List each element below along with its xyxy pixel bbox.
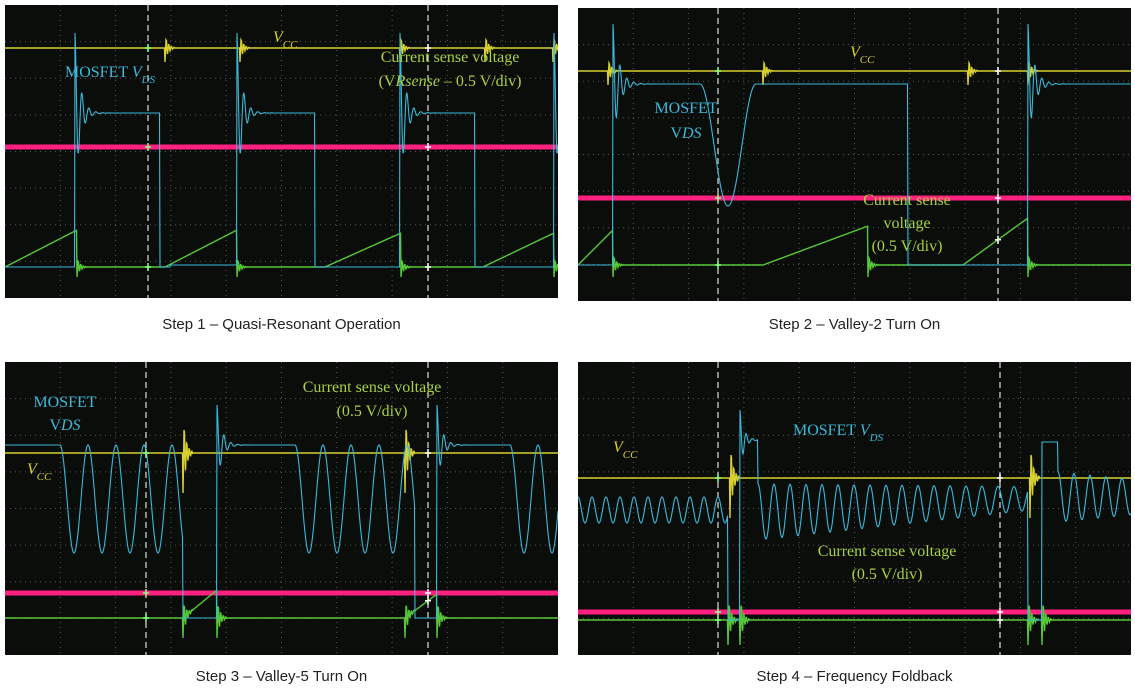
label-part: CC [283,39,298,51]
cursor-marker [425,597,431,605]
trace-label: (0.5 V/div) [872,238,943,255]
trace-label: (VRsense – 0.5 V/div) [379,73,522,90]
trace-label: VCC [850,44,875,66]
trace-label: (0.5 V/div) [337,403,408,420]
cursor-marker [143,614,149,622]
cursor-marker [997,608,1003,616]
cursor-marker [715,616,721,624]
cursor-marker [995,67,1001,75]
panel-caption: Step 4 – Frequency Foldback [578,668,1131,685]
label-part: Current sense voltage [818,543,957,560]
page: {"panels": [ {"caption": "Step 1 – Quasi… [0,0,1135,692]
label-part: MOSFET [793,422,860,439]
label-part: Current sense voltage [381,49,520,66]
trace-label: voltage [883,215,930,232]
label-part: MOSFET [654,100,717,117]
cursor-marker [715,474,721,482]
trace-label: Current sense voltage [303,379,442,396]
cursor-marker [995,236,1001,244]
vds-trace [5,405,558,618]
vds-trace [578,410,1131,620]
label-part: V [670,125,682,142]
cursor-marker [143,589,149,597]
cursor-marker [425,263,431,271]
cursor-marker [145,263,151,271]
label-part: voltage [883,215,930,232]
cursor-marker [425,143,431,151]
label-part: DS [869,432,884,444]
label-part: CC [37,471,52,483]
panel-caption: Step 3 – Valley-5 Turn On [5,668,558,685]
cursor-marker [145,143,151,151]
trace-label: Current sense [863,192,951,209]
label-part: (0.5 V/div) [337,403,408,420]
trace-label: MOSFET VDS [793,422,884,444]
vcc-trace [5,430,558,493]
trace-label: VDS [670,125,701,142]
cursor-marker [143,449,149,457]
label-part: – 0.5 V/div) [440,73,521,90]
cursor-marker [145,44,151,52]
label-part: DS [60,417,81,434]
label-part: (0.5 V/div) [852,566,923,583]
label-part: CC [860,54,875,66]
scope-screen: VCC MOSFET VDS Current sense voltage (0.5 V… [578,362,1131,655]
trace-label: Current sense voltage [381,49,520,66]
label-part: V [49,417,61,434]
cursor-marker [997,616,1003,624]
trace-label: VCC [27,461,52,483]
label-part: Current sense voltage [303,379,442,396]
cursor-marker [715,67,721,75]
trace-label: Current sense voltage [818,543,957,560]
cursor-marker [715,261,721,269]
cursor-marker [425,449,431,457]
label-part: DS [141,74,156,86]
scope-panel: VCC MOSFET VDS Current sense voltage (0.5 V… [578,362,1131,655]
label-part: MOSFET [65,64,132,81]
label-part: Current sense [863,192,951,209]
cursor-marker [715,194,721,202]
panel-caption: Step 2 – Valley-2 Turn On [578,316,1131,333]
trace-label: MOSFET VDS [65,64,156,86]
trace-label: MOSFET [654,100,717,117]
label-part: (0.5 V/div) [872,238,943,255]
cursor-marker [715,608,721,616]
trace-label: VDS [49,417,80,434]
label-part: Rsense [394,73,439,90]
label-part: MOSFET [33,394,96,411]
trace-label: (0.5 V/div) [852,566,923,583]
panel-caption: Step 1 – Quasi-Resonant Operation [5,316,558,333]
label-part: DS [681,125,702,142]
cursor-marker [995,194,1001,202]
label-part: (V [379,73,396,90]
trace-label: VCC [613,439,638,461]
label-part: CC [623,449,638,461]
cursor-marker [425,589,431,597]
cursor-marker [997,474,1003,482]
trace-label: MOSFET [33,394,96,411]
